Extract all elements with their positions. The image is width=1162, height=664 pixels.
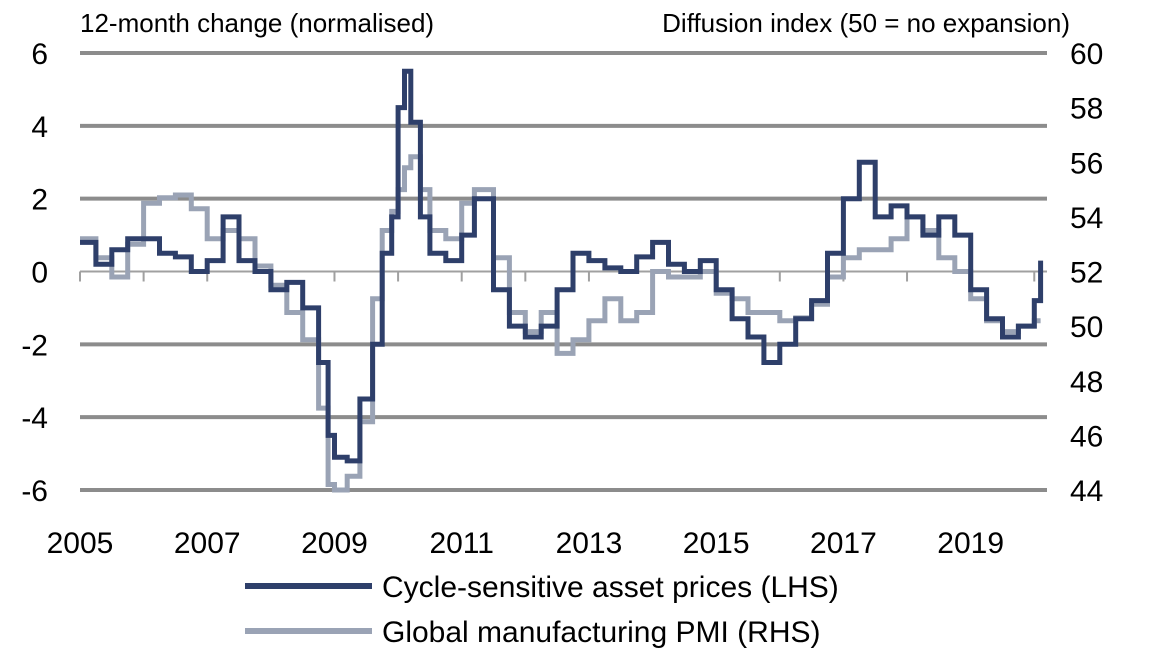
x-axis-tick-marks [79, 271, 1036, 282]
x-tick-label: 2017 [810, 527, 877, 560]
gridlines [80, 51, 1047, 492]
x-tick-label: 2013 [556, 527, 623, 560]
right-tick-label: 46 [1070, 420, 1103, 453]
left-tick-label: -6 [21, 475, 48, 508]
series-line-asset-prices [80, 68, 1044, 464]
right-tick-label: 54 [1070, 202, 1103, 235]
left-tick-label: -2 [21, 329, 48, 362]
x-tick-label: 2005 [47, 527, 114, 560]
right-tick-label: 50 [1070, 311, 1103, 344]
left-axis-title: 12-month change (normalised) [80, 8, 434, 38]
right-tick-label: 48 [1070, 366, 1103, 399]
right-tick-label: 44 [1070, 475, 1103, 508]
x-axis-ticks: 2005 2007 2009 2011 2013 2015 2017 2019 [47, 527, 1004, 560]
x-tick-label: 2009 [301, 527, 368, 560]
left-axis-ticks: 6 4 2 0 -2 -4 -6 [21, 38, 48, 508]
x-tick-label: 2011 [429, 527, 494, 560]
legend-label-asset-prices: Cycle-sensitive asset prices (LHS) [382, 571, 839, 604]
series-layer [80, 68, 1044, 493]
left-tick-label: 2 [31, 184, 48, 217]
left-tick-label: 6 [31, 38, 48, 71]
right-axis-title: Diffusion index (50 = no expansion) [662, 8, 1070, 38]
right-axis-ticks: 60 58 56 54 52 50 48 46 44 [1070, 38, 1103, 508]
left-tick-label: 4 [31, 111, 48, 144]
legend-label-pmi: Global manufacturing PMI (RHS) [382, 616, 821, 649]
x-tick-label: 2015 [683, 527, 750, 560]
legend: Cycle-sensitive asset prices (LHS) Globa… [245, 571, 839, 649]
left-tick-label: 0 [31, 257, 48, 290]
right-tick-label: 56 [1070, 147, 1103, 180]
right-tick-label: 58 [1070, 93, 1103, 126]
x-tick-label: 2007 [174, 527, 241, 560]
right-tick-label: 60 [1070, 38, 1103, 71]
right-tick-label: 52 [1070, 257, 1103, 290]
x-tick-label: 2019 [937, 527, 1004, 560]
left-tick-label: -4 [21, 402, 48, 435]
